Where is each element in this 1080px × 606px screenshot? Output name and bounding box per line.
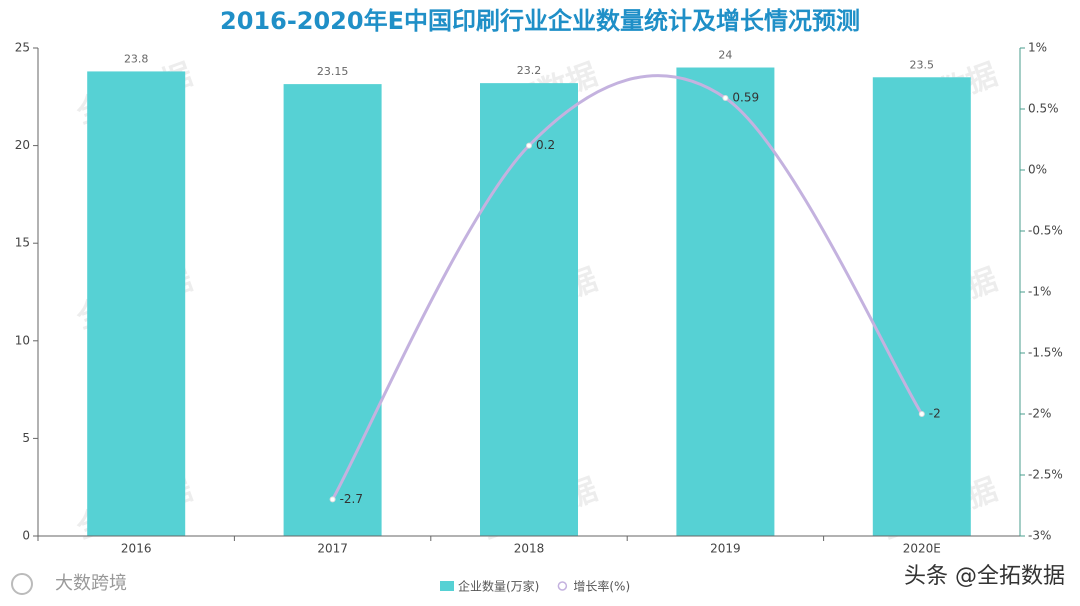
x-tick-label: 2018	[514, 542, 545, 556]
footer-left: 大数跨境	[55, 573, 127, 594]
line-value-label: 0.59	[732, 91, 759, 105]
logo-icon	[11, 573, 33, 595]
y2-tick-label: -3%	[1028, 529, 1051, 543]
line	[331, 74, 924, 501]
bar-value-label: 23.8	[124, 52, 149, 65]
line-value-label: -2.7	[340, 492, 363, 506]
y-tick-label: 20	[15, 138, 30, 152]
line-point	[329, 496, 336, 503]
bar-value-label: 23.5	[910, 58, 935, 71]
bar-value-label: 23.15	[317, 65, 349, 78]
y-tick-label: 10	[15, 333, 30, 347]
x-tick-label: 2019	[710, 542, 741, 556]
legend-label: 企业数量(万家)	[458, 579, 539, 594]
y2-tick-label: 1%	[1028, 41, 1047, 55]
line-point	[526, 142, 532, 149]
legend-swatch	[440, 581, 454, 591]
bar-value-label: 23.2	[517, 64, 542, 77]
line-value-label: 0.2	[536, 138, 555, 152]
y2-tick-label: 0.5%	[1028, 102, 1059, 116]
y-tick-label: 15	[15, 236, 30, 250]
legend-label: 增长率(%)	[573, 579, 630, 594]
y2-tick-label: -2.5%	[1028, 468, 1063, 482]
y2-tick-label: -1%	[1028, 285, 1051, 299]
bar	[480, 83, 578, 537]
y-tick-label: 0	[22, 529, 30, 543]
line-point	[722, 95, 729, 102]
bar	[872, 77, 971, 536]
y2-tick-label: -1.5%	[1028, 346, 1063, 360]
chart-title: 2016-2020年E中国印刷行业企业数量统计及增长情况预测	[220, 7, 860, 35]
bar	[676, 67, 775, 537]
y-tick-label: 25	[15, 41, 30, 55]
line-point	[918, 411, 925, 417]
line-value-label: -2	[929, 407, 941, 421]
x-tick-label: 2020E	[903, 542, 941, 556]
legend-swatch	[557, 581, 568, 591]
x-tick-label: 2016	[121, 542, 152, 556]
x-tick-label: 2017	[317, 542, 348, 556]
y2-tick-label: -0.5%	[1028, 224, 1063, 238]
bar-value-label: 24	[718, 49, 732, 62]
footer-right: 头条 @全拓数据	[904, 564, 1065, 589]
bar	[87, 71, 186, 536]
y-tick-label: 5	[22, 431, 30, 445]
y2-tick-label: -2%	[1028, 407, 1051, 421]
y2-tick-label: 0%	[1028, 163, 1047, 177]
bar	[283, 84, 382, 536]
